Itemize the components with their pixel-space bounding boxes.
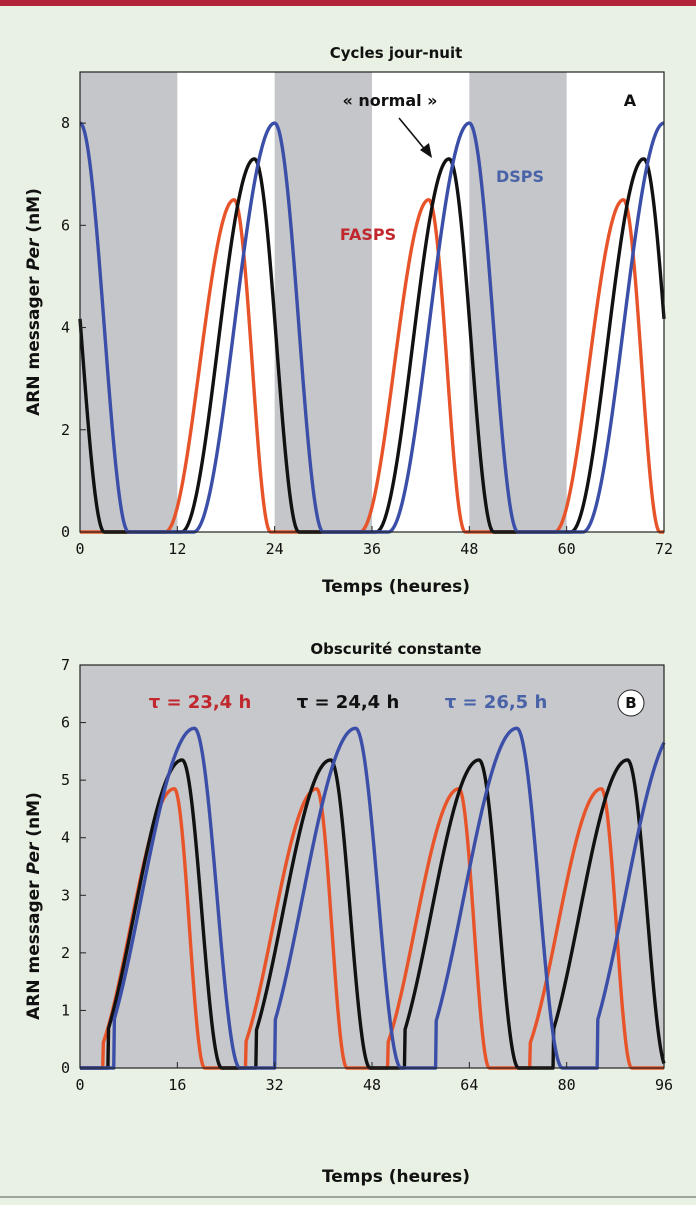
dark-period-band-2 xyxy=(469,72,567,532)
chart-a-title: Cycles jour-nuit xyxy=(330,44,463,62)
x-tick-label: 48 xyxy=(363,1076,381,1094)
y-tick-label: 3 xyxy=(61,886,70,904)
x-tick-label: 64 xyxy=(460,1076,478,1094)
series-annotation-0: « normal » xyxy=(342,91,437,110)
x-tick-label: 80 xyxy=(558,1076,576,1094)
dark-period-band-0 xyxy=(80,72,178,532)
series-annotation-2: FASPS xyxy=(340,225,396,244)
chart-b-xlabel: Temps (heures) xyxy=(322,1167,470,1187)
y-tick-label: 1 xyxy=(61,1001,70,1019)
panel-label-badge xyxy=(617,689,645,717)
x-tick-label: 0 xyxy=(75,1076,84,1094)
x-tick-label: 36 xyxy=(363,540,381,558)
panel-label: A xyxy=(624,91,637,110)
x-tick-label: 24 xyxy=(266,540,284,558)
series-annotation-1: τ = 24,4 h xyxy=(297,692,400,713)
x-tick-label: 48 xyxy=(460,540,478,558)
y-tick-label: 0 xyxy=(61,1059,70,1077)
x-tick-label: 16 xyxy=(168,1076,186,1094)
series-annotation-0: τ = 23,4 h xyxy=(149,692,252,713)
x-tick-label: 32 xyxy=(266,1076,284,1094)
y-tick-label: 5 xyxy=(61,771,70,789)
chart-b-plot-area: 0 16 32 48 64 80 96 0 1 2 3 4 5 6 7 τ = 23,4 h τ = 24,4 … xyxy=(61,656,673,1094)
x-tick-label: 0 xyxy=(75,540,84,558)
chart-a-ylabel: ARN messager Per (nM) xyxy=(24,188,44,416)
y-tick-label: 7 xyxy=(61,656,70,674)
plot-background xyxy=(80,665,664,1068)
bottom-divider xyxy=(0,1196,696,1198)
y-tick-label: 4 xyxy=(61,319,70,337)
y-tick-label: 2 xyxy=(61,944,70,962)
series-line-0 xyxy=(78,198,666,534)
y-tick-label: 2 xyxy=(61,421,70,439)
y-tick-label: 0 xyxy=(61,523,70,541)
chart-b-ylabel: ARN messager Per (nM) xyxy=(24,792,44,1020)
panel-label: B xyxy=(625,694,636,712)
chart-b-title: Obscurité constante xyxy=(310,640,481,658)
top-accent-bar xyxy=(0,0,696,6)
annotation-arrowhead xyxy=(420,143,432,158)
dark-period-band-1 xyxy=(274,72,372,532)
y-tick-label: 6 xyxy=(61,714,70,732)
chart-a-xlabel: Temps (heures) xyxy=(322,577,470,597)
x-tick-label: 60 xyxy=(558,540,576,558)
x-tick-label: 72 xyxy=(655,540,673,558)
y-tick-label: 8 xyxy=(61,114,70,132)
series-annotation-1: DSPS xyxy=(496,167,544,186)
chart-panel-b: Obscurité constante 0 16 32 48 64 80 96 0 1 2 3 4 5 6… xyxy=(24,640,673,1187)
y-tick-label: 4 xyxy=(61,829,70,847)
x-tick-label: 96 xyxy=(655,1076,673,1094)
annotation-arrow xyxy=(398,117,428,153)
series-annotation-2: τ = 26,5 h xyxy=(445,692,548,713)
x-tick-label: 12 xyxy=(168,540,186,558)
y-tick-label: 6 xyxy=(61,216,70,234)
